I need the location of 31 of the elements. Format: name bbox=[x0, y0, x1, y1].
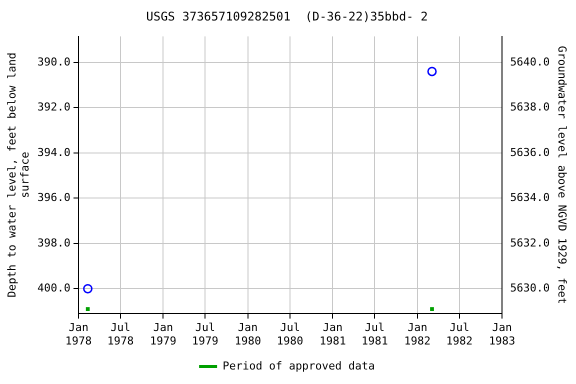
y-axis-title: Depth to water level, feet below land surface bbox=[5, 52, 32, 298]
point bbox=[83, 284, 93, 294]
x-tick-label: Jan 1981 bbox=[319, 321, 346, 348]
legend-label: Period of approved data bbox=[222, 359, 375, 372]
point bbox=[86, 307, 90, 311]
x-tick-label: Jan 1978 bbox=[65, 321, 92, 348]
x-tick-label: Jan 1982 bbox=[404, 321, 431, 348]
chart-title: USGS 373657109282501 (D-36-22)35bbd- 2 bbox=[146, 9, 428, 24]
x-tick-label: Jul 1982 bbox=[446, 321, 473, 348]
x-tick-label: Jan 1980 bbox=[234, 321, 262, 348]
y-tick-label: 396.0 bbox=[37, 191, 71, 204]
y2-tick-label: 5630.0 bbox=[510, 282, 550, 295]
y-tick-label: 400.0 bbox=[37, 282, 71, 295]
x-tick-label: Jul 1980 bbox=[276, 321, 304, 348]
y-tick-label: 394.0 bbox=[37, 146, 71, 159]
point bbox=[427, 66, 437, 76]
x-tick-label: Jan 1983 bbox=[488, 321, 516, 348]
x-tick-label: Jul 1979 bbox=[192, 321, 218, 348]
y2-tick-label: 5640.0 bbox=[510, 55, 550, 68]
y-tick-label: 392.0 bbox=[37, 100, 71, 114]
y-tick-label: 398.0 bbox=[37, 236, 71, 250]
x-tick-label: Jan 1979 bbox=[150, 321, 176, 348]
y2-tick-label: 5632.0 bbox=[510, 236, 550, 250]
y-tick-label: 390.0 bbox=[37, 55, 71, 68]
x-tick-label: Jul 1978 bbox=[107, 321, 134, 348]
y2-tick-label: 5636.0 bbox=[510, 146, 550, 159]
x-tick-label: Jul 1981 bbox=[361, 321, 388, 348]
point bbox=[430, 307, 434, 311]
y2-tick-label: 5634.0 bbox=[510, 191, 550, 204]
y2-axis-title: Groundwater level above NGVD 1929, feet bbox=[556, 46, 569, 304]
y2-tick-label: 5638.0 bbox=[510, 100, 550, 114]
